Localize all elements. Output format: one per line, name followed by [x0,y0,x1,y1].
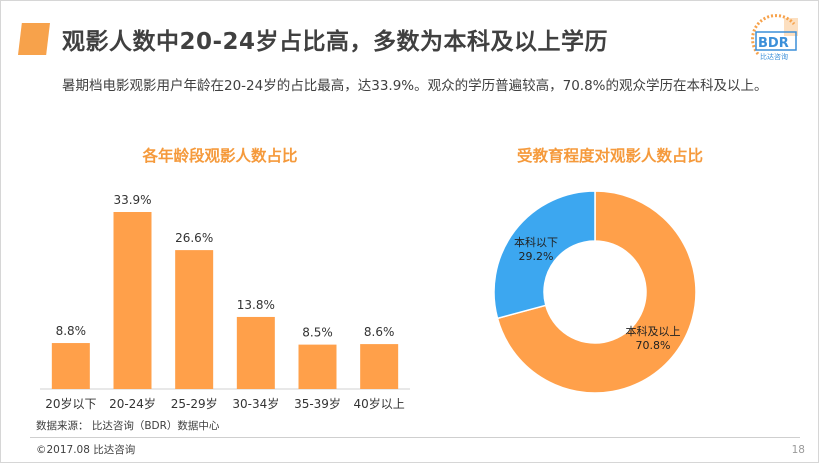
bar-value-label: 8.8% [56,324,87,338]
bar-chart-title: 各年龄段观影人数占比 [142,147,298,165]
page-title: 观影人数中20-24岁占比高，多数为本科及以上学历 [62,29,609,55]
bar-category-label: 40岁以上 [354,396,405,411]
bar-category-label: 20岁以下 [45,396,96,411]
logo-text: BDR [758,36,789,51]
bar-4 [298,344,337,389]
bar-5 [360,344,399,389]
data-source-note: 数据来源： 比达咨询（BDR）数据中心 [36,420,220,432]
logo-mark-icon [751,14,798,55]
bar-2 [175,250,214,389]
footer-divider [30,437,800,438]
page-number: 18 [791,444,805,456]
logo-subtext: 比达咨询 [760,53,788,61]
page-header: 观影人数中20-24岁占比高，多数为本科及以上学历 [18,18,608,60]
bar-value-label: 8.5% [302,326,333,340]
donut-slice-0 [496,190,697,394]
bar-3 [236,316,275,389]
bar-category-label: 20-24岁 [109,396,156,411]
summary-paragraph: 暑期档电影观影用户年龄在20-24岁的占比最高，达33.9%。观众的学历普遍较高… [62,78,768,94]
bar-0 [51,343,90,389]
donut-slice-value: 70.8% [636,339,671,352]
bar-category-label: 35-39岁 [294,396,341,411]
donut-slice-1 [493,190,596,320]
donut-slice-label: 本科及以上 [626,324,681,338]
donut-chart-title: 受教育程度对观影人数占比 [516,147,703,165]
bar-category-label: 25-29岁 [171,396,218,411]
copyright-text: ©2017.08 比达咨询 [36,444,136,456]
bdr-logo: BDR 比达咨询 [748,10,804,66]
bar-value-label: 13.8% [237,298,275,312]
donut-slice-label: 本科以下 [514,235,558,249]
bar-1 [113,212,152,389]
bar-value-label: 8.6% [364,325,395,339]
bar-value-label: 33.9% [113,193,151,207]
bar-value-label: 26.6% [175,231,213,245]
bar-category-label: 30-34岁 [232,396,279,411]
donut-slice-value: 29.2% [519,250,554,263]
title-marker-shape [18,23,50,55]
